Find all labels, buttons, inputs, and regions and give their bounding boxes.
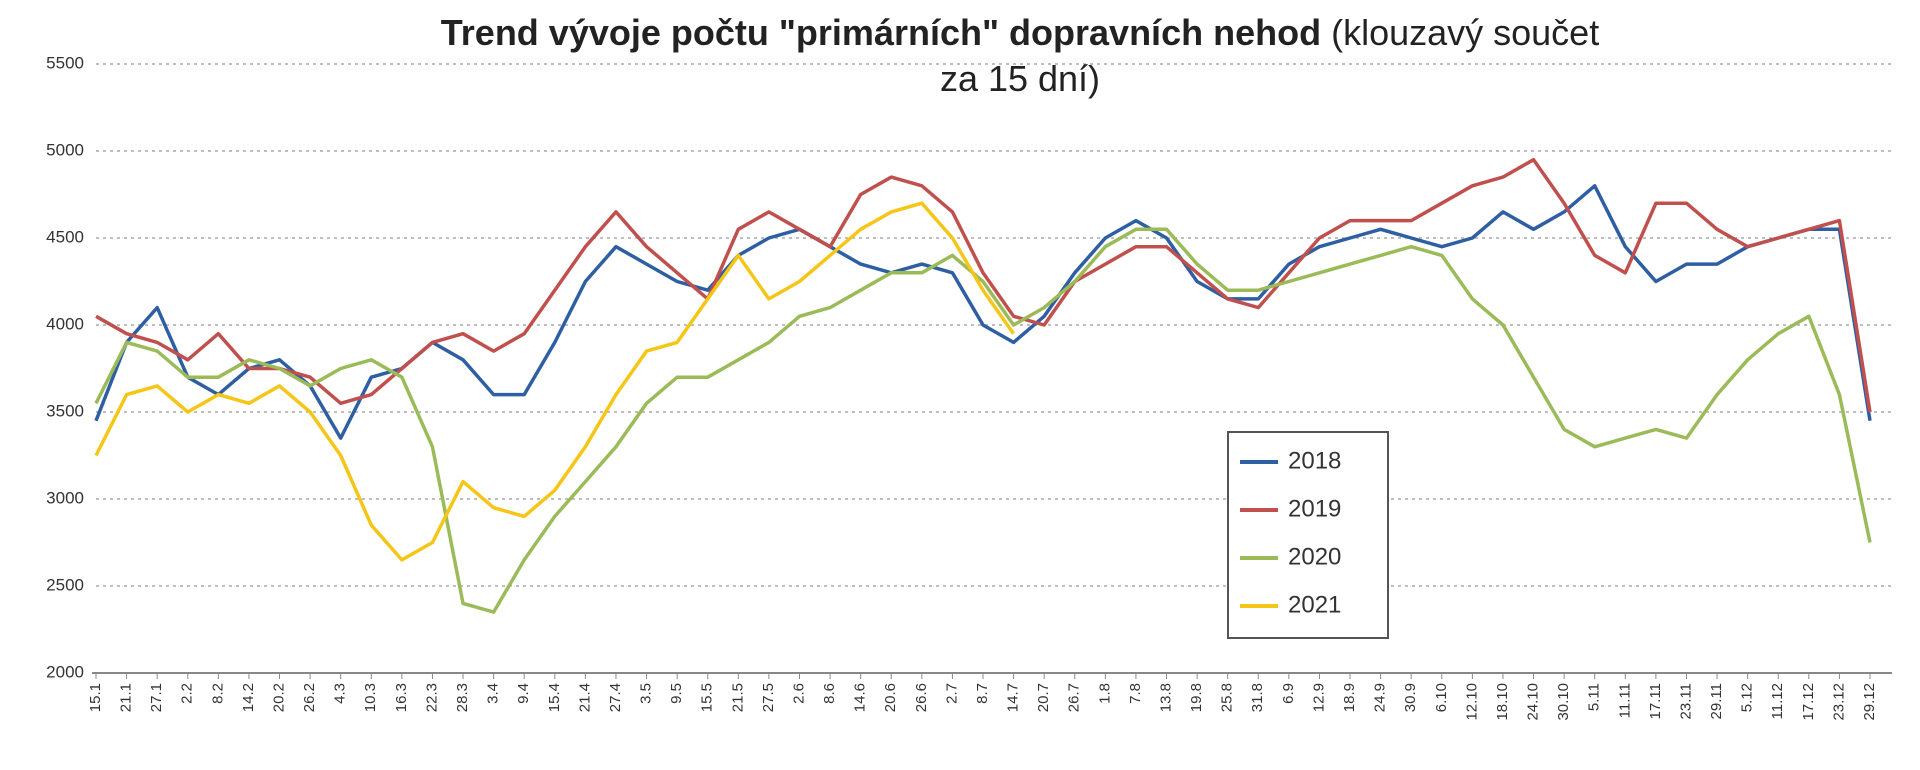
x-tick-label: 7.8 xyxy=(1127,683,1144,704)
x-tick-label: 14.7 xyxy=(1005,683,1022,712)
x-tick-label: 27.5 xyxy=(760,683,777,712)
series-line xyxy=(94,227,1872,614)
x-tick-label: 16.3 xyxy=(393,683,410,712)
legend-label: 2021 xyxy=(1288,591,1341,618)
x-tick-label: 23.11 xyxy=(1677,683,1694,719)
x-tick-label: 3.5 xyxy=(638,683,655,704)
x-tick-label: 13.8 xyxy=(1157,683,1174,712)
x-tick-label: 1.8 xyxy=(1096,683,1113,704)
x-tick-label: 22.3 xyxy=(423,683,440,712)
x-tick-label: 6.9 xyxy=(1280,683,1297,704)
y-tick-label: 5500 xyxy=(46,53,84,72)
x-tick-label: 24.9 xyxy=(1372,683,1389,712)
x-tick-label: 30.10 xyxy=(1555,683,1572,721)
x-tick-label: 31.8 xyxy=(1249,683,1266,712)
legend-label: 2019 xyxy=(1288,495,1341,522)
x-tick-label: 21.4 xyxy=(576,683,593,712)
x-tick-label: 8.2 xyxy=(209,683,226,704)
x-tick-label: 3.4 xyxy=(485,683,502,704)
x-tick-label: 8.6 xyxy=(821,683,838,704)
x-tick-label: 15.4 xyxy=(546,683,563,712)
x-tick-label: 14.6 xyxy=(852,683,869,712)
x-tick-label: 4.3 xyxy=(332,683,349,704)
x-tick-label: 12.10 xyxy=(1463,683,1480,721)
x-tick-label: 2.7 xyxy=(943,683,960,704)
legend-label: 2020 xyxy=(1288,543,1341,570)
x-tick-label: 20.6 xyxy=(882,683,899,712)
x-tick-label: 29.11 xyxy=(1708,683,1725,719)
x-tick-label: 27.1 xyxy=(148,683,165,712)
x-tick-label: 5.11 xyxy=(1586,683,1603,711)
x-tick-label: 30.9 xyxy=(1402,683,1419,712)
series-line xyxy=(94,184,1872,440)
title-main: Trend vývoje počtu "primárních" dopravní… xyxy=(440,12,1322,53)
x-tick-label: 23.12 xyxy=(1830,683,1847,721)
x-tick-label: 14.2 xyxy=(240,683,257,712)
x-tick-label: 26.7 xyxy=(1066,683,1083,712)
x-tick-label: 18.10 xyxy=(1494,683,1511,721)
x-tick-label: 17.11 xyxy=(1647,683,1664,719)
legend-box xyxy=(1227,431,1389,639)
x-tick-label: 27.4 xyxy=(607,683,624,712)
y-tick-label: 2500 xyxy=(46,575,84,594)
x-tick-label: 6.10 xyxy=(1433,683,1450,712)
x-tick-label: 10.3 xyxy=(362,683,379,712)
x-tick-label: 29.12 xyxy=(1861,683,1878,721)
title-note: (klouzavý součet za 15 dní) xyxy=(939,12,1600,99)
x-tick-label: 2.2 xyxy=(179,683,196,704)
x-tick-label: 11.12 xyxy=(1769,683,1786,719)
x-tick-label: 9.5 xyxy=(668,683,685,704)
y-tick-label: 3000 xyxy=(46,488,84,507)
x-tick-label: 21.5 xyxy=(729,683,746,712)
x-tick-label: 5.12 xyxy=(1739,683,1756,712)
chart-title: Trend vývoje počtu "primárních" dopravní… xyxy=(420,10,1620,102)
x-tick-label: 12.9 xyxy=(1310,683,1327,712)
x-tick-label: 20.7 xyxy=(1035,683,1052,712)
x-tick-label: 8.7 xyxy=(974,683,991,704)
x-tick-label: 21.1 xyxy=(118,683,135,712)
y-tick-label: 4000 xyxy=(46,314,84,333)
legend-label: 2018 xyxy=(1288,447,1341,474)
series-line xyxy=(95,157,1872,413)
y-tick-label: 4500 xyxy=(46,227,84,246)
x-tick-label: 11.11 xyxy=(1616,683,1633,718)
y-tick-label: 3500 xyxy=(46,401,84,420)
x-tick-label: 19.8 xyxy=(1188,683,1205,712)
x-tick-label: 26.6 xyxy=(913,683,930,712)
x-tick-label: 20.2 xyxy=(270,683,287,712)
x-tick-label: 25.8 xyxy=(1219,683,1236,712)
x-tick-label: 9.4 xyxy=(515,683,532,704)
series-line xyxy=(94,201,1016,562)
x-tick-label: 17.12 xyxy=(1800,683,1817,721)
x-tick-label: 28.3 xyxy=(454,683,471,712)
y-tick-label: 2000 xyxy=(46,662,84,681)
x-tick-label: 2.6 xyxy=(790,683,807,704)
x-tick-label: 15.5 xyxy=(699,683,716,712)
x-tick-label: 15.1 xyxy=(87,683,104,712)
y-tick-label: 5000 xyxy=(46,140,84,159)
x-tick-label: 24.10 xyxy=(1525,683,1542,721)
x-tick-label: 18.9 xyxy=(1341,683,1358,712)
x-tick-label: 26.2 xyxy=(301,683,318,712)
